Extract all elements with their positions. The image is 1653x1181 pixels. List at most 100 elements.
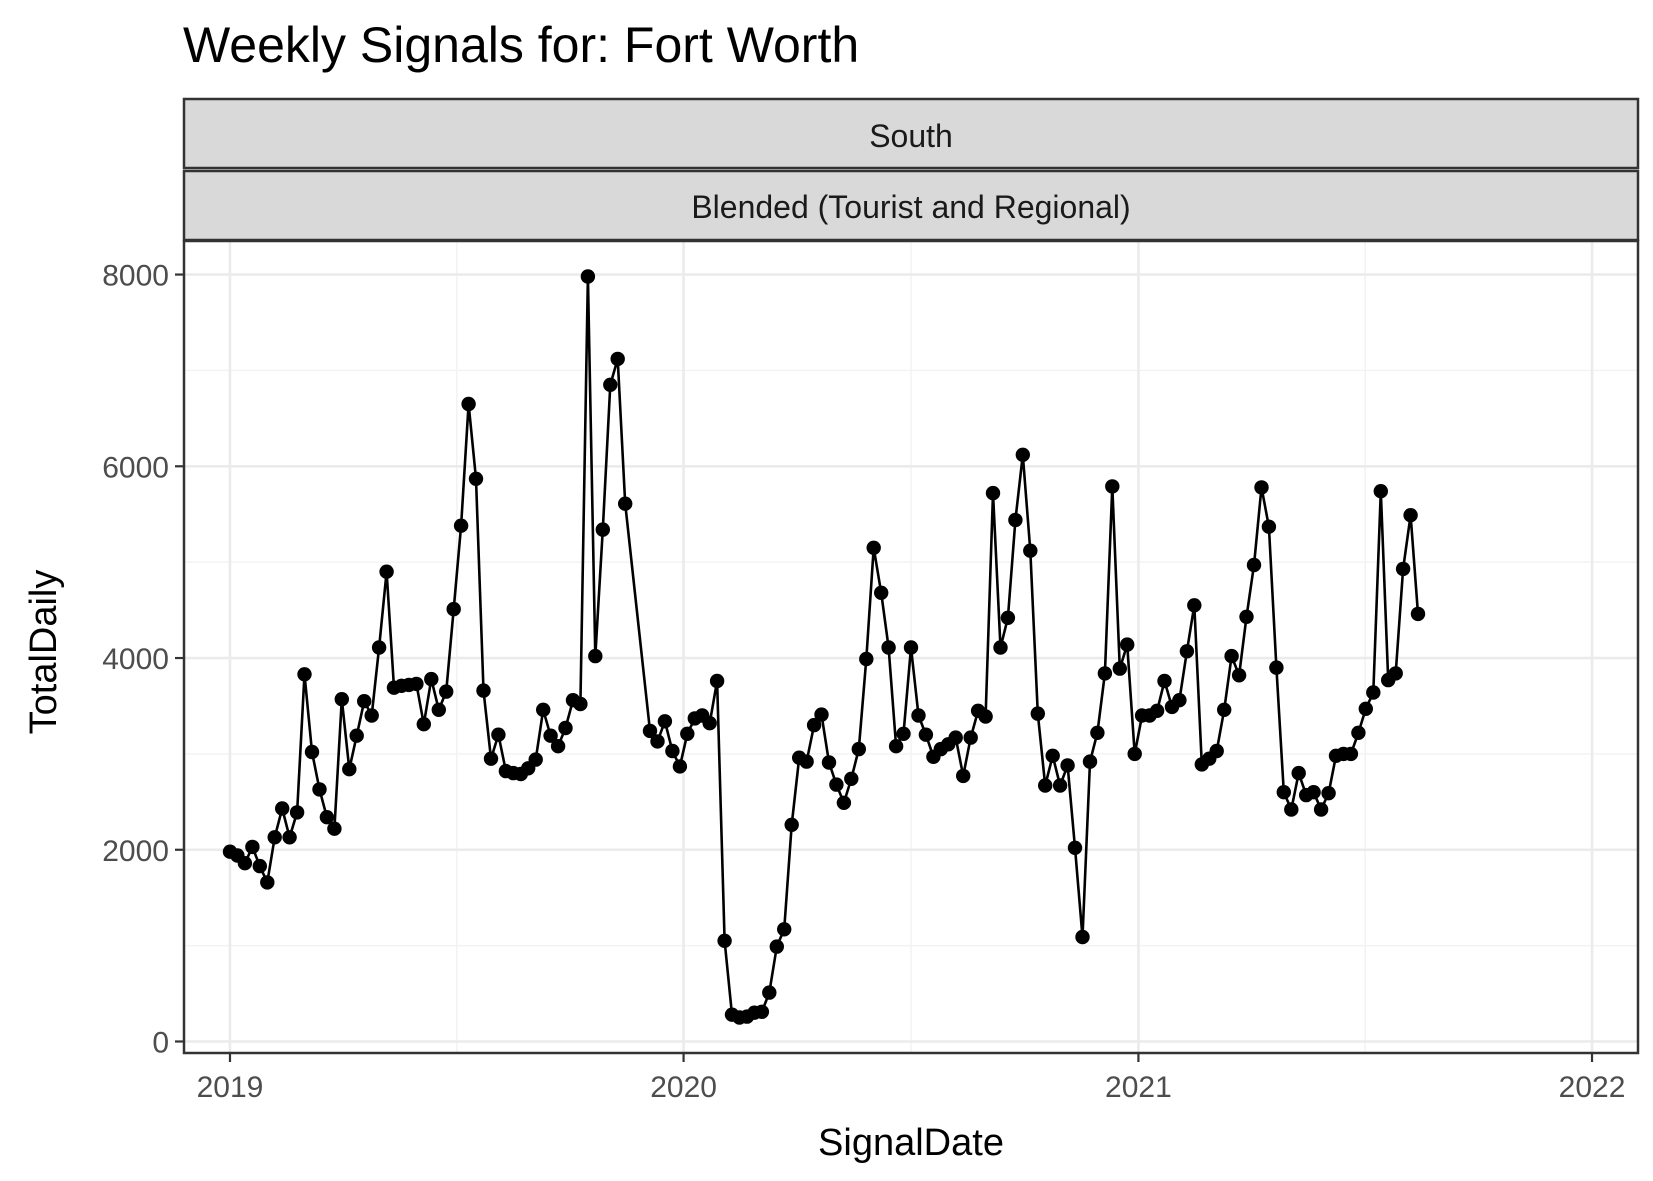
data-point [1149,703,1165,718]
data-point [461,396,476,412]
y-tick-label: 0 [152,1026,169,1059]
data-point [610,351,625,367]
data-point [680,726,695,741]
data-point [762,985,777,1000]
data-point [1105,479,1120,494]
data-point [985,485,1001,501]
x-tick-label: 2019 [197,1071,264,1104]
data-point [948,730,963,745]
data-point [245,839,260,855]
data-point [1157,673,1172,689]
data-point [874,585,889,600]
data-point [379,564,394,579]
data-point [1358,701,1374,716]
data-point [956,768,971,784]
data-point [1388,666,1403,681]
y-tick-label: 6000 [102,451,169,484]
data-point [1254,480,1269,495]
data-point [665,743,680,759]
data-point [642,723,658,739]
data-point [1172,693,1187,708]
data-point [829,777,844,792]
data-point [580,269,596,284]
data-point [702,716,717,731]
data-point [297,667,312,682]
data-point [1306,785,1321,800]
data-point [769,939,784,954]
data-point [491,727,506,742]
data-point [993,640,1008,655]
data-point [799,754,814,769]
data-point [252,858,267,874]
y-tick-label: 2000 [102,835,169,868]
data-point [550,739,566,754]
facet-label-2: Blended (Tourist and Regional) [691,189,1130,225]
data-point [1127,746,1142,762]
data-point [1187,598,1202,613]
data-point [1284,802,1299,817]
data-point [1082,754,1098,769]
data-point [1090,725,1105,740]
data-point [409,676,424,692]
data-point [1075,929,1090,945]
data-point [851,741,866,757]
data-point [618,496,633,511]
data-point [364,708,379,723]
data-point [1038,778,1053,793]
x-tick-label: 2022 [1559,1071,1626,1104]
data-point [1395,561,1411,577]
data-point [312,782,327,797]
data-point [431,702,446,717]
data-point [836,795,852,810]
data-point [476,683,491,698]
data-point [1030,706,1046,721]
chart-title: Weekly Signals for: Fort Worth [183,17,859,73]
facet-strip-1 [182,97,1640,170]
data-point [777,922,792,937]
data-point [1231,668,1247,683]
data-point [558,720,573,736]
data-point [543,728,558,743]
data-point [416,717,431,732]
data-point [1023,543,1038,558]
data-point [1045,748,1060,763]
data-point [349,728,364,743]
data-point [275,801,290,816]
data-point [1261,519,1277,534]
data-point [814,707,829,722]
facet-label-1: South [869,118,953,154]
data-point [260,875,275,890]
data-point [963,730,978,745]
x-tick-label: 2021 [1105,1071,1172,1104]
data-point [1313,802,1329,817]
data-point [844,771,859,786]
data-point [859,651,874,667]
data-point [588,648,603,664]
data-point [468,471,484,486]
data-point [595,522,610,537]
data-point [672,759,688,774]
plot-area: 0 2000 4000 6000 8000 2019 2020 2021 2022 [102,239,1640,1104]
data-point [1246,557,1262,573]
data-point [806,717,822,733]
data-point [881,640,896,655]
data-point [483,751,499,766]
data-point [1209,743,1224,759]
data-point [1321,786,1336,801]
data-point [650,734,665,749]
data-point [573,696,588,712]
data-point [821,755,837,770]
data-point [603,377,618,392]
x-tick-label: 2020 [650,1071,717,1104]
data-point [1217,702,1232,717]
data-point [918,727,934,742]
data-point [1060,758,1075,773]
data-point [237,856,253,871]
data-point [888,739,904,754]
data-point [1120,637,1135,652]
data-point [1269,660,1284,675]
data-point [327,821,342,836]
data-point [754,1004,770,1019]
data-point [289,805,305,820]
